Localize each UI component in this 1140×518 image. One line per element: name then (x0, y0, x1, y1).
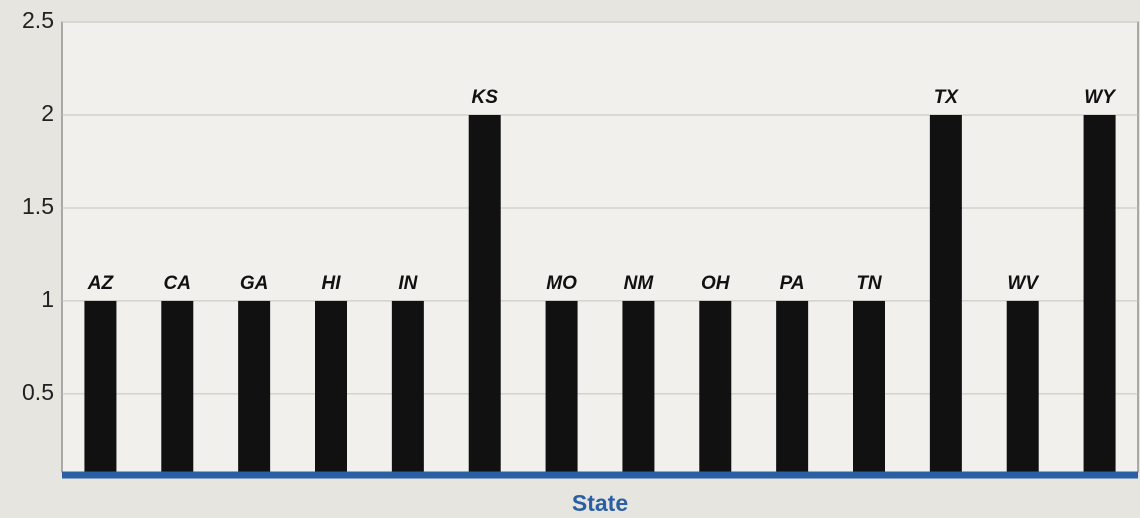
bar (84, 300, 117, 472)
bar-category-label: HI (322, 273, 342, 294)
bar (238, 300, 271, 472)
bar-category-label: PA (780, 273, 805, 294)
bar (622, 300, 655, 472)
bar-category-label: AZ (87, 273, 115, 294)
bar-category-label: TX (934, 87, 960, 108)
bar (776, 300, 809, 472)
bar-category-label: IN (398, 273, 418, 294)
bar-category-label: NM (624, 273, 655, 294)
bar (853, 300, 885, 472)
bar (929, 114, 962, 472)
x-axis-label: State (572, 490, 628, 516)
bar-category-label: OH (701, 273, 731, 294)
bar (699, 300, 732, 472)
bar (545, 300, 578, 472)
y-tick-label: 2 (41, 100, 54, 126)
y-tick-label: 1.5 (22, 193, 54, 219)
y-tick-label: 2.5 (22, 7, 54, 33)
bar (468, 114, 501, 472)
bar (161, 300, 194, 472)
bar (1006, 300, 1039, 472)
bar (391, 300, 424, 472)
y-tick-label: 1 (41, 286, 54, 312)
bar-category-label: WY (1084, 87, 1117, 108)
bar-category-label: TN (856, 273, 883, 294)
bar (315, 300, 347, 472)
bar (1083, 114, 1116, 472)
y-tick-label: 0.5 (22, 379, 54, 405)
plot-area (61, 21, 1139, 473)
bar-category-label: CA (164, 273, 191, 294)
bar-category-label: GA (240, 273, 269, 294)
bar-category-label: WV (1007, 273, 1039, 294)
bar-category-label: KS (472, 87, 499, 108)
bar-category-label: MO (546, 273, 577, 294)
